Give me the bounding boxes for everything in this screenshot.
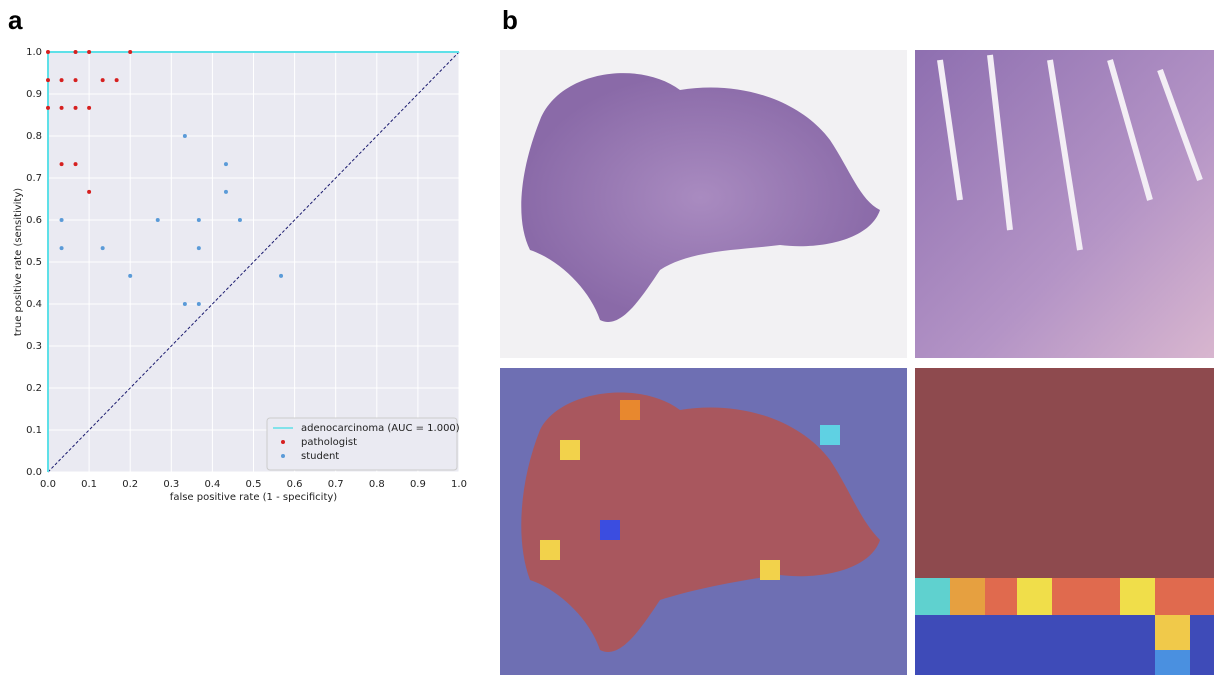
heatmap-tile <box>600 520 620 540</box>
heatmap-tile <box>560 440 580 460</box>
x-tick-label: 0.7 <box>328 479 344 490</box>
y-tick-label: 1.0 <box>26 47 42 58</box>
heatmap-tile <box>1120 578 1155 615</box>
point <box>74 106 78 110</box>
point <box>101 78 105 82</box>
histology-images <box>500 50 1214 675</box>
legend-label: adenocarcinoma (AUC = 1.000) <box>301 423 460 434</box>
y-tick-label: 0.9 <box>26 89 42 100</box>
point <box>197 302 201 306</box>
panel-label: b <box>502 5 518 35</box>
point <box>46 106 50 110</box>
heatmap-tile <box>620 400 640 420</box>
heatmap-tile <box>1155 650 1190 675</box>
point <box>74 50 78 54</box>
x-tick-label: 1.0 <box>451 479 467 490</box>
point <box>197 218 201 222</box>
heatmap-tile <box>540 540 560 560</box>
point <box>156 218 160 222</box>
point <box>87 106 91 110</box>
legend-label: student <box>301 451 339 462</box>
panel-label: a <box>8 5 23 35</box>
point <box>183 302 187 306</box>
point <box>60 246 64 250</box>
y-tick-label: 0.6 <box>26 215 42 226</box>
point <box>279 274 283 278</box>
legend-swatch <box>281 454 285 458</box>
y-tick-label: 0.4 <box>26 299 42 310</box>
point <box>46 78 50 82</box>
point <box>60 162 64 166</box>
x-tick-label: 0.0 <box>40 479 56 490</box>
x-tick-label: 0.9 <box>410 479 426 490</box>
point <box>128 274 132 278</box>
y-axis-label: true positive rate (sensitivity) <box>13 188 24 336</box>
legend-swatch <box>281 440 285 444</box>
y-tick-label: 0.3 <box>26 341 42 352</box>
y-tick-label: 0.7 <box>26 173 42 184</box>
point <box>87 50 91 54</box>
x-tick-label: 0.1 <box>81 479 97 490</box>
x-tick-label: 0.3 <box>163 479 179 490</box>
point <box>101 246 105 250</box>
x-tick-label: 0.5 <box>246 479 262 490</box>
y-tick-label: 0.1 <box>26 425 42 436</box>
point <box>87 190 91 194</box>
y-tick-label: 0.0 <box>26 467 42 478</box>
heatmap-tile <box>1017 578 1052 615</box>
heatmap-tile <box>915 578 950 615</box>
x-tick-label: 0.6 <box>287 479 303 490</box>
point <box>183 134 187 138</box>
point <box>74 162 78 166</box>
point <box>115 78 119 82</box>
point <box>46 50 50 54</box>
figure: a b 0.0 0.1 0.2 0.3 0.4 0.5 0.6 0.7 0.8 0.9 1.0 0.0… <box>0 0 1214 675</box>
point <box>60 106 64 110</box>
point <box>60 78 64 82</box>
y-tick-label: 0.8 <box>26 131 42 142</box>
point <box>60 218 64 222</box>
heatmap-tile <box>1155 615 1190 650</box>
y-tick-label: 0.2 <box>26 383 42 394</box>
legend-label: pathologist <box>301 437 357 448</box>
page: {"panel_labels": ["a", "b"], "chart_data… <box>0 0 1214 679</box>
point <box>224 190 228 194</box>
x-tick-label: 0.8 <box>369 479 385 490</box>
heatmap-tile <box>950 578 985 615</box>
x-axis-label: false positive rate (1 - specificity) <box>170 492 337 503</box>
point <box>197 246 201 250</box>
y-tick-label: 0.5 <box>26 257 42 268</box>
point <box>238 218 242 222</box>
point <box>224 162 228 166</box>
point <box>74 78 78 82</box>
x-tick-label: 0.2 <box>122 479 138 490</box>
point <box>128 50 132 54</box>
x-tick-label: 0.4 <box>204 479 220 490</box>
heatmap-tile <box>820 425 840 445</box>
heatmap-tile <box>760 560 780 580</box>
